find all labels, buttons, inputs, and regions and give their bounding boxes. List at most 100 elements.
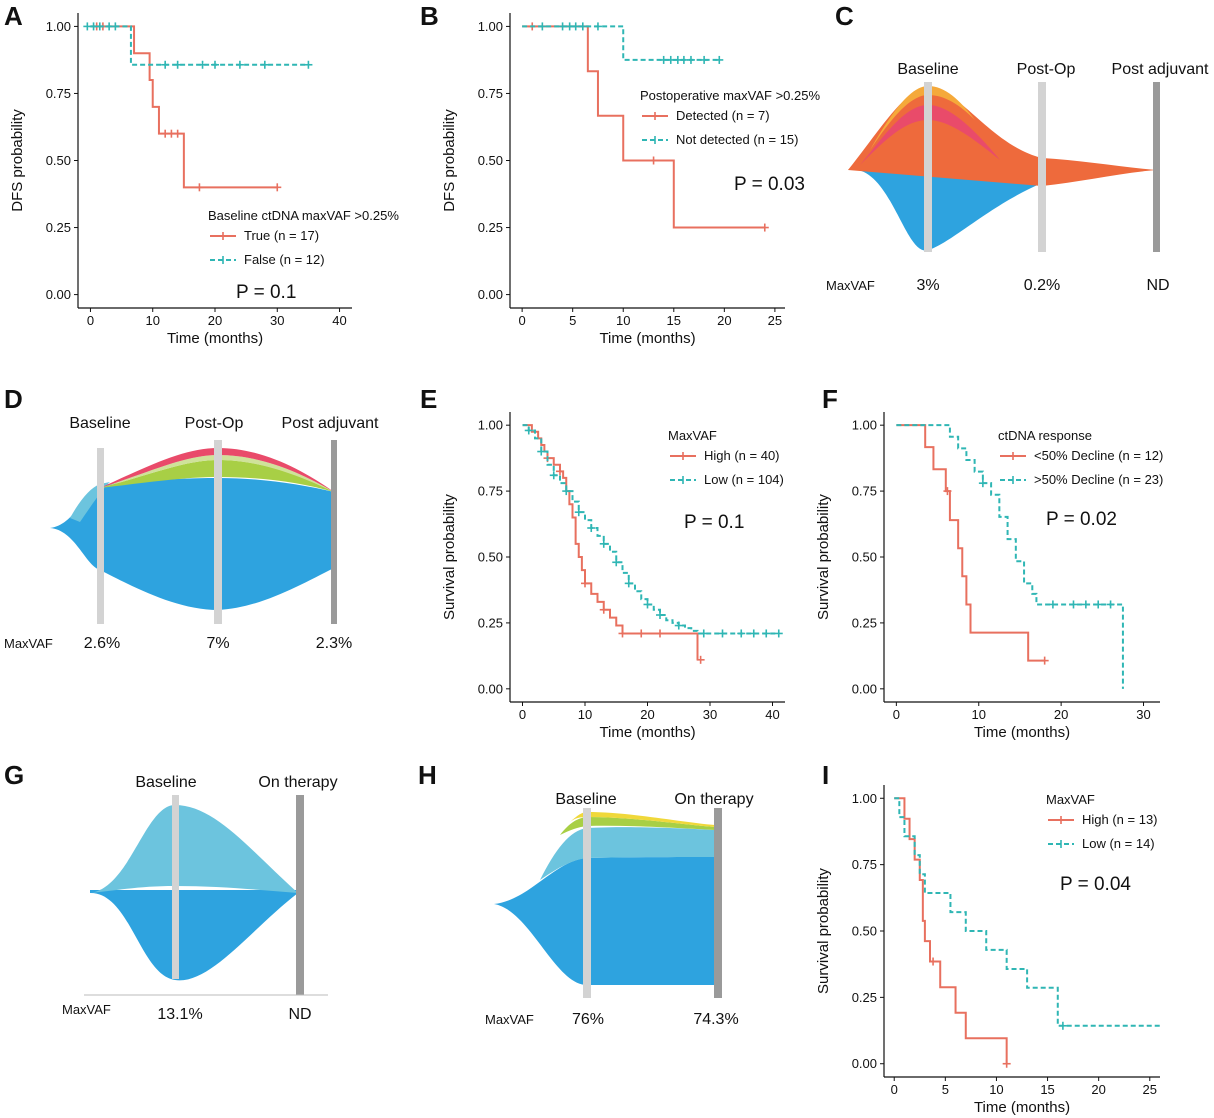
km-plot-f: F 0 10 20 30 0.00 0.25 0.50 0.75 1.00 Time (months… <box>815 384 1163 741</box>
x-tick-label: 30 <box>270 313 284 328</box>
x-tick-label: 10 <box>578 707 592 722</box>
panel-label-a: A <box>4 1 23 31</box>
timepoint-bar-baseline <box>172 795 179 979</box>
clone-light-blue <box>90 805 298 893</box>
maxvaf-label: MaxVAF <box>826 278 875 293</box>
legend-entry: >50% Decline (n = 23) <box>1034 472 1163 487</box>
x-tick-label: 30 <box>703 707 717 722</box>
stage-label-postadjuvant: Post adjuvant <box>282 415 380 432</box>
maxvaf-baseline: 76% <box>572 1011 604 1028</box>
x-tick-label: 0 <box>87 313 94 328</box>
maxvaf-baseline: 13.1% <box>157 1006 202 1023</box>
fishplot-c: C Baseline Post-Op Post adjuvant MaxVAF … <box>826 1 1209 294</box>
p-value: P = 0.03 <box>734 174 805 195</box>
km-plot-i: I 0 5 10 15 20 25 0.00 0.25 0.50 0.75 1.00 Time (mon… <box>815 760 1160 1116</box>
x-tick-label: 10 <box>145 313 159 328</box>
legend-entry: Detected (n = 7) <box>676 108 770 123</box>
x-tick-label: 20 <box>640 707 654 722</box>
y-tick-label: 1.00 <box>852 418 877 433</box>
legend-entry: High (n = 13) <box>1082 812 1158 827</box>
km-plot-b: B 0 5 10 15 20 25 0.00 0.25 0.50 0.75 1.00 Time (mon… <box>420 1 820 347</box>
maxvaf-label: MaxVAF <box>62 1002 111 1017</box>
x-tick-label: 25 <box>768 313 782 328</box>
x-axis-label: Time (months) <box>167 330 263 347</box>
x-tick-label: 40 <box>332 313 346 328</box>
x-tick-label: 0 <box>519 707 526 722</box>
km-curve-true <box>90 25 278 189</box>
km-curve-low <box>522 424 779 635</box>
fishplot-h: H Baseline On therapy MaxVAF 76% 74.3% <box>418 760 754 1028</box>
stage-label-ontherapy: On therapy <box>258 774 337 791</box>
clone-orange <box>848 88 1156 186</box>
y-tick-label: 0.75 <box>852 484 877 499</box>
y-tick-label: 0.50 <box>852 550 877 565</box>
maxvaf-ontherapy: ND <box>288 1006 311 1023</box>
maxvaf-postop: 0.2% <box>1024 277 1060 294</box>
clone-gold <box>570 812 715 827</box>
legend-title: MaxVAF <box>1046 792 1095 807</box>
y-axis-label: Survival probability <box>815 494 832 620</box>
stage-label-postop: Post-Op <box>185 415 244 432</box>
clone-blue <box>50 478 334 610</box>
legend-entry: False (n = 12) <box>244 252 325 267</box>
timepoint-bar-baseline <box>583 808 591 998</box>
stage-label-baseline: Baseline <box>69 415 130 432</box>
km-curve-low <box>894 797 1160 1027</box>
legend-entry: Not detected (n = 15) <box>676 132 799 147</box>
x-tick-label: 5 <box>942 1082 949 1097</box>
y-axis-label: Survival probability <box>441 494 458 620</box>
clone-pink <box>100 448 334 492</box>
panel-label-i: I <box>822 760 829 790</box>
y-tick-label: 1.00 <box>46 19 71 34</box>
timepoint-bar-baseline <box>97 448 104 624</box>
timepoint-bar-ontherapy <box>296 795 304 995</box>
y-tick-label: 1.00 <box>478 19 503 34</box>
y-tick-label: 0.75 <box>852 857 877 872</box>
y-tick-label: 0.25 <box>852 990 877 1005</box>
stage-label-ontherapy: On therapy <box>674 791 753 808</box>
panel-label-b: B <box>420 1 439 31</box>
maxvaf-ontherapy: 74.3% <box>693 1011 738 1028</box>
y-axis-label: DFS probability <box>9 109 26 212</box>
y-tick-label: 0.75 <box>46 86 71 101</box>
stage-label-baseline: Baseline <box>555 791 616 808</box>
x-tick-label: 20 <box>1091 1082 1105 1097</box>
p-value: P = 0.1 <box>684 512 744 533</box>
maxvaf-label: MaxVAF <box>485 1012 534 1027</box>
clone-blue <box>90 890 298 981</box>
y-tick-label: 0.00 <box>478 287 503 302</box>
stage-label-postadjuvant: Post adjuvant <box>1112 61 1210 78</box>
panel-label-h: H <box>418 760 437 790</box>
y-tick-label: 0.25 <box>478 220 503 235</box>
y-tick-label: 0.50 <box>46 153 71 168</box>
maxvaf-postadjuvant: ND <box>1146 277 1169 294</box>
legend-entry: Low (n = 14) <box>1082 836 1155 851</box>
clone-gold <box>870 86 975 150</box>
x-tick-label: 10 <box>989 1082 1003 1097</box>
clone-green <box>560 817 715 835</box>
y-tick-label: 0.25 <box>46 220 71 235</box>
p-value: P = 0.02 <box>1046 509 1117 530</box>
y-axis-label: Survival probability <box>815 868 832 994</box>
x-tick-label: 0 <box>891 1082 898 1097</box>
x-tick-label: 5 <box>569 313 576 328</box>
legend-title: ctDNA response <box>998 428 1092 443</box>
km-plot-a: A 0 10 20 30 40 0.00 0.25 0.50 0.75 1.00 Time (mont… <box>4 1 399 347</box>
x-tick-label: 10 <box>972 707 986 722</box>
maxvaf-baseline: 3% <box>916 277 939 294</box>
x-tick-label: 20 <box>208 313 222 328</box>
x-axis-label: Time (months) <box>599 330 695 347</box>
x-axis-label: Time (months) <box>599 724 695 741</box>
y-tick-label: 0.00 <box>852 681 877 696</box>
panel-label-e: E <box>420 384 437 414</box>
timepoint-bar-baseline <box>924 82 932 252</box>
timepoint-bar-postadjuvant <box>331 440 337 624</box>
y-axis-label: DFS probability <box>441 109 458 212</box>
stage-label-postop: Post-Op <box>1017 61 1076 78</box>
x-tick-label: 20 <box>1054 707 1068 722</box>
km-curve-false <box>90 25 309 66</box>
y-tick-label: 0.25 <box>478 615 503 630</box>
legend-entry: True (n = 17) <box>244 228 319 243</box>
y-tick-label: 0.50 <box>478 550 503 565</box>
legend-entry: <50% Decline (n = 12) <box>1034 448 1163 463</box>
